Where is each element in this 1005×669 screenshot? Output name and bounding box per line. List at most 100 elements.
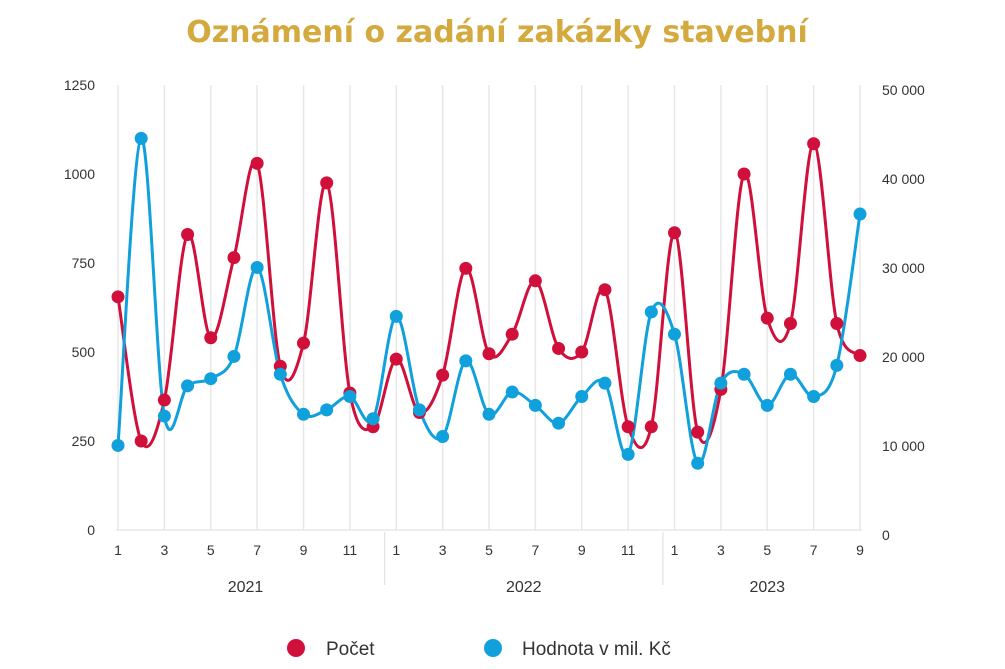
data-point[interactable] xyxy=(111,438,125,452)
x-tick-label: 11 xyxy=(343,542,358,558)
data-point[interactable] xyxy=(760,398,774,412)
data-point[interactable] xyxy=(505,385,519,399)
data-point[interactable] xyxy=(668,226,681,240)
data-point[interactable] xyxy=(204,331,218,345)
data-point[interactable] xyxy=(714,376,728,390)
data-point[interactable] xyxy=(598,283,612,297)
x-tick-label: 5 xyxy=(485,542,493,558)
data-point[interactable] xyxy=(644,420,658,434)
grid xyxy=(116,85,862,531)
x-tick-label: 1 xyxy=(392,542,400,558)
data-point[interactable] xyxy=(575,390,589,403)
data-point[interactable] xyxy=(389,309,403,323)
data-point[interactable] xyxy=(227,349,241,363)
data-point[interactable] xyxy=(853,207,867,221)
y-right-tick-label: 30 000 xyxy=(882,260,925,276)
data-point[interactable] xyxy=(459,354,473,368)
y-right-tick-label: 10 000 xyxy=(882,438,925,454)
x-year-label: 2022 xyxy=(506,579,542,596)
data-point[interactable] xyxy=(783,317,797,331)
data-point[interactable] xyxy=(760,311,774,325)
data-point[interactable] xyxy=(181,228,195,242)
data-point[interactable] xyxy=(157,409,171,423)
x-tick-label: 11 xyxy=(621,542,636,558)
data-point[interactable] xyxy=(691,425,705,439)
y-left-tick-label: 1000 xyxy=(64,166,95,182)
x-tick-label: 5 xyxy=(763,542,771,558)
data-point[interactable] xyxy=(297,407,310,421)
data-point[interactable] xyxy=(482,347,496,361)
x-tick-label: 7 xyxy=(810,542,818,558)
x-tick-label: 7 xyxy=(531,542,539,558)
data-point[interactable] xyxy=(111,290,125,304)
data-point[interactable] xyxy=(552,341,566,355)
data-point[interactable] xyxy=(853,349,867,363)
data-point[interactable] xyxy=(737,367,751,381)
x-tick-label: 5 xyxy=(207,542,215,558)
series-points xyxy=(111,131,867,470)
x-year-label: 2021 xyxy=(228,579,264,596)
data-point[interactable] xyxy=(204,372,218,386)
data-point[interactable] xyxy=(459,261,473,275)
data-point[interactable] xyxy=(320,176,334,190)
data-point[interactable] xyxy=(134,131,148,145)
data-point[interactable] xyxy=(366,412,380,426)
data-point[interactable] xyxy=(528,274,542,288)
x-tick-label: 3 xyxy=(439,542,447,558)
data-point[interactable] xyxy=(552,416,566,430)
y-axis-right: 0 10 000 20 000 30 000 40 000 50 000 xyxy=(882,82,925,543)
legend-label-pocet: Počet xyxy=(326,639,375,660)
data-point[interactable] xyxy=(273,367,287,381)
data-point[interactable] xyxy=(482,407,496,421)
data-point[interactable] xyxy=(250,156,264,170)
data-point[interactable] xyxy=(297,336,310,350)
y-left-tick-label: 0 xyxy=(87,522,95,538)
data-point[interactable] xyxy=(830,358,844,372)
data-point[interactable] xyxy=(621,447,635,461)
data-point[interactable] xyxy=(227,251,241,265)
y-left-tick-label: 250 xyxy=(72,433,96,449)
data-point[interactable] xyxy=(644,305,658,319)
chart-title: Oznámení o zadání zakázky stavební xyxy=(186,15,809,50)
data-point[interactable] xyxy=(737,167,751,181)
data-point[interactable] xyxy=(320,403,334,417)
x-tick-label: 3 xyxy=(160,542,168,558)
y-left-tick-label: 500 xyxy=(72,344,96,360)
data-point[interactable] xyxy=(830,317,844,331)
data-point[interactable] xyxy=(807,137,821,151)
data-point[interactable] xyxy=(691,456,705,470)
y-left-tick-label: 750 xyxy=(72,255,96,271)
data-point[interactable] xyxy=(598,376,612,390)
data-point[interactable] xyxy=(505,327,519,341)
data-point[interactable] xyxy=(157,393,171,407)
x-tick-label: 9 xyxy=(300,542,308,558)
y-right-tick-label: 50 000 xyxy=(882,82,925,98)
data-point[interactable] xyxy=(575,345,589,359)
data-point[interactable] xyxy=(528,398,542,412)
legend-marker-pocet xyxy=(287,639,305,657)
data-point[interactable] xyxy=(389,352,403,366)
y-axis-left: 0 250 500 750 1000 1250 xyxy=(64,77,95,538)
x-tick-label: 1 xyxy=(671,542,679,558)
y-right-tick-label: 0 xyxy=(882,527,890,543)
data-point[interactable] xyxy=(783,367,797,381)
data-point[interactable] xyxy=(412,403,426,417)
x-tick-label: 3 xyxy=(717,542,725,558)
data-point[interactable] xyxy=(250,260,264,274)
data-point[interactable] xyxy=(621,420,635,434)
data-point[interactable] xyxy=(436,430,450,444)
legend-label-hodnota: Hodnota v mil. Kč xyxy=(522,639,671,660)
data-point[interactable] xyxy=(436,368,450,382)
data-point[interactable] xyxy=(343,390,357,403)
x-tick-label: 9 xyxy=(578,542,586,558)
data-point[interactable] xyxy=(668,327,681,341)
x-tick-label: 1 xyxy=(114,542,122,558)
x-tick-label: 7 xyxy=(253,542,261,558)
x-year-label: 2023 xyxy=(749,579,785,596)
data-point[interactable] xyxy=(181,379,195,393)
y-right-tick-label: 20 000 xyxy=(882,349,925,365)
data-point[interactable] xyxy=(134,434,148,448)
data-point[interactable] xyxy=(807,390,821,403)
y-right-tick-label: 40 000 xyxy=(882,171,925,187)
